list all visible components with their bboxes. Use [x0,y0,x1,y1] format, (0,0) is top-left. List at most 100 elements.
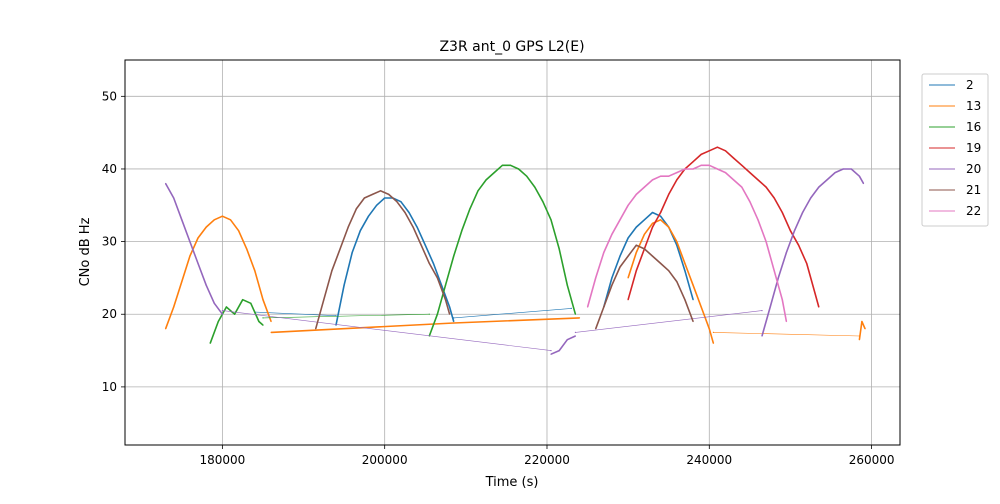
series-22-point [651,179,654,181]
series-20-point [574,335,577,337]
series-22-point [724,172,727,174]
series-21-point [692,320,694,323]
series-13-point [578,317,581,319]
series-13-point [262,299,264,301]
series-21-point [619,266,621,268]
series-13-point [221,215,223,217]
y-tick-label: 50 [102,89,117,103]
series-19-point [757,179,759,181]
series-13-point [660,219,662,221]
series-16-point [258,320,260,323]
legend-box [921,73,989,227]
series-19-point [741,164,743,166]
series-2-point [432,262,434,264]
series-2-point [570,307,572,309]
series-22-point [708,164,710,166]
series-16-point [242,299,244,301]
series-20-point [818,186,820,188]
series-22-point [692,168,694,170]
series-20-point [205,284,207,286]
series-20-point [761,310,763,312]
series-20-point [810,197,812,199]
legend-label-19: 19 [966,141,981,155]
series-21-point [331,270,333,272]
series-20-point [566,339,568,341]
series-13-point [254,270,256,272]
x-tick-label: 240000 [686,453,732,467]
series-21-point [449,313,451,315]
series-20-point [842,168,844,170]
series-19-point [733,157,735,159]
series-21-point [380,190,382,192]
series-21-point [315,328,317,330]
series-21-point [388,193,390,195]
series-13-point [712,331,715,333]
series-21-point [363,197,365,199]
series-21-point [676,281,678,283]
series-20-point [221,313,223,315]
series-22-point [603,251,605,254]
series-16-point [444,284,447,286]
legend-label-13: 13 [966,99,981,113]
y-tick-label: 40 [102,162,117,176]
series-2-point [635,226,637,228]
legend-label-16: 16 [966,120,981,134]
series-20-point [834,172,836,174]
legend-label-22: 22 [966,204,981,218]
series-16-point [534,186,536,188]
series-21-point [420,244,422,246]
series-16-point [217,320,219,323]
series-16-point [542,201,544,203]
series-13-point [712,342,715,344]
series-13-point [270,320,272,323]
series-2-point [384,197,386,199]
series-21-point [635,244,637,246]
series-2-segment [453,308,572,319]
series-22-segment [586,164,788,322]
series-layer [164,146,866,355]
series-22-point [676,172,678,174]
x-tick-label: 260000 [849,453,895,467]
series-16-point [509,164,512,166]
series-13-point [643,233,646,235]
series-2-point [408,211,410,214]
series-20-point [850,168,852,170]
series-20-point [173,197,175,199]
series-22-point [660,175,662,177]
series-21-point [436,277,438,279]
series-19-point [773,197,775,199]
series-20-point [550,353,552,355]
series-19-point [789,230,792,232]
series-13-point [700,306,702,308]
series-13-point [238,230,240,232]
series-20-point [558,350,560,352]
series-19-point [798,244,800,246]
series-16-segment [262,313,430,319]
series-16-point [234,313,236,315]
series-2-point [676,244,678,246]
series-13-point [246,248,248,250]
series-22-point [700,164,702,166]
series-19-point [716,146,719,148]
series-16-point [469,208,471,210]
series-20-point [862,182,865,185]
series-20-segment [761,168,865,337]
series-22-point [684,168,686,170]
series-16-point [566,284,568,286]
series-22-point [765,241,767,243]
series-22-point [749,201,751,203]
series-21-point [412,226,414,228]
series-22-point [611,233,613,235]
series-13-point [165,328,167,330]
series-2-point [359,230,361,232]
series-21-point [396,201,398,203]
series-16-point [250,302,252,304]
series-22 [586,164,788,323]
y-tick-label: 30 [102,235,117,249]
series-13-point [708,328,710,330]
series-2-point [619,255,621,257]
legend: 2 13 16 19 20 21 22 [921,73,989,227]
legend-label-20: 20 [966,162,981,176]
